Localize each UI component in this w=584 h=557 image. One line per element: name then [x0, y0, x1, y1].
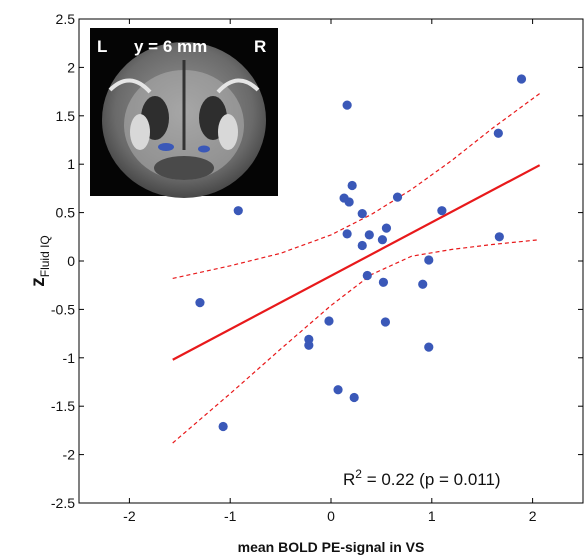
x-axis-ticks: -2 -1 0 1 2	[123, 19, 537, 524]
data-point	[324, 316, 334, 326]
y-tick-label: 1.5	[56, 108, 76, 124]
x-tick-label: 2	[529, 508, 537, 524]
data-point	[493, 128, 503, 138]
data-point	[437, 206, 447, 216]
y-tick-label: 2.5	[56, 11, 76, 27]
x-axis-label: mean BOLD PE-signal in VS	[238, 539, 425, 555]
y-tick-label: -2.5	[51, 495, 75, 511]
inset-slice-label: y = 6 mm	[134, 37, 207, 56]
y-tick-label: -2	[63, 447, 76, 463]
data-point	[195, 298, 205, 308]
x-tick-label: 0	[327, 508, 335, 524]
data-point	[357, 240, 367, 251]
data-point	[364, 230, 374, 240]
y-axis-ticks: 2.5 2 1.5 1 0.5 0 -0.5 -1 -1.5 -2 -2.5	[51, 11, 583, 511]
data-point	[381, 223, 392, 233]
r-squared-annotation: R2 = 0.22 (p = 0.011)	[343, 467, 501, 489]
data-point	[344, 197, 354, 207]
x-tick-label: -1	[224, 508, 237, 524]
data-point	[342, 229, 352, 239]
data-point	[357, 208, 367, 219]
y-tick-label: 2	[67, 59, 75, 75]
data-point	[380, 317, 391, 327]
data-point	[233, 206, 243, 216]
data-point	[342, 100, 352, 110]
data-point	[494, 232, 504, 242]
y-tick-label: 0.5	[56, 205, 76, 221]
x-tick-label: -2	[123, 508, 136, 524]
data-points	[195, 74, 527, 432]
x-tick-label: 1	[428, 508, 436, 524]
y-tick-label: 1	[67, 156, 75, 172]
data-point	[516, 74, 527, 84]
data-point	[362, 270, 372, 281]
brain-slice-inset: L y = 6 mm R	[90, 28, 278, 198]
data-point	[304, 340, 314, 350]
inset-right-label: R	[254, 37, 266, 56]
data-point	[424, 255, 434, 265]
data-point	[418, 279, 428, 289]
data-point	[377, 235, 388, 245]
y-tick-label: 0	[67, 253, 75, 269]
vs-right-blob	[198, 145, 210, 153]
y-tick-label: -0.5	[51, 301, 75, 317]
y-axis-label: zFluid IQ	[28, 235, 52, 287]
vs-left-blob	[158, 143, 174, 151]
data-point	[378, 277, 389, 287]
data-point	[347, 180, 357, 191]
data-point	[392, 192, 403, 202]
inset-left-label: L	[97, 37, 107, 56]
data-point	[218, 421, 228, 432]
y-tick-label: -1	[63, 350, 76, 366]
data-point	[424, 342, 434, 352]
regression-line	[172, 164, 541, 361]
svg-text:zFluid IQ: zFluid IQ	[28, 235, 52, 287]
data-point	[333, 385, 343, 395]
y-tick-label: -1.5	[51, 398, 75, 414]
data-point	[349, 392, 359, 403]
